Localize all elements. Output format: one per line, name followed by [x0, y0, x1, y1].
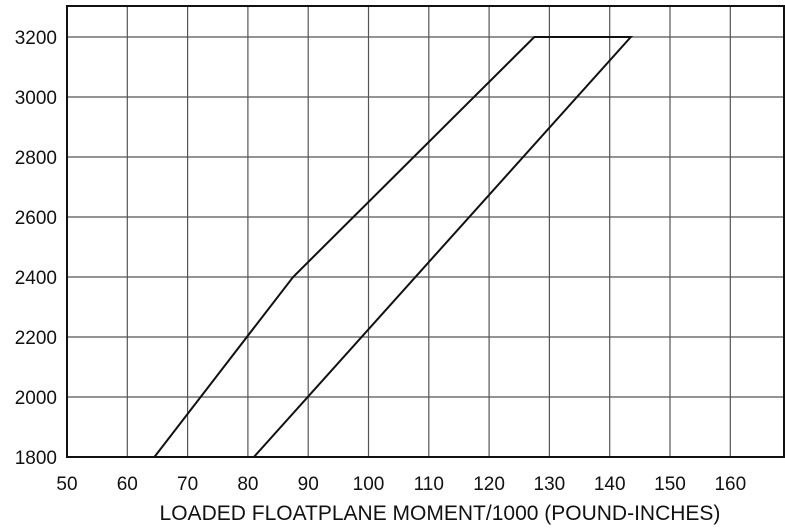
plot-frame — [66, 5, 785, 458]
y-tick-label: 3000 — [15, 88, 57, 109]
x-tick-label: 120 — [473, 474, 505, 495]
grid — [67, 6, 784, 457]
x-tick-label: 130 — [534, 474, 566, 495]
x-tick-label: 70 — [177, 474, 198, 495]
series-layer — [153, 36, 634, 458]
y-tick-label: 2200 — [15, 328, 57, 349]
x-tick-label: 60 — [117, 474, 138, 495]
y-tick-label: 2800 — [15, 148, 57, 169]
y-tick-label: 3200 — [15, 28, 57, 49]
y-tick-label: 2400 — [15, 268, 57, 289]
y-tick-label: 1800 — [15, 448, 57, 469]
x-tick-label: 80 — [237, 474, 258, 495]
x-tick-label: 150 — [654, 474, 686, 495]
x-tick-label: 160 — [714, 474, 746, 495]
x-tick-label: 50 — [56, 474, 77, 495]
envelope-line — [153, 36, 634, 458]
y-tick-label: 2000 — [15, 388, 57, 409]
x-tick-label: 100 — [353, 474, 385, 495]
x-axis-ticks: 50 60 70 80 90 100 110 120 130 140 150 160 — [56, 474, 746, 495]
x-axis-title: LOADED FLOATPLANE MOMENT/1000 (POUND-INC… — [160, 502, 721, 525]
x-tick-label: 110 — [414, 474, 444, 495]
y-axis-ticks: 1800 2000 2200 2400 2600 2800 3000 3200 — [15, 28, 57, 469]
y-tick-label: 2600 — [15, 208, 57, 229]
x-tick-label: 140 — [594, 474, 626, 495]
x-tick-label: 90 — [298, 474, 319, 495]
